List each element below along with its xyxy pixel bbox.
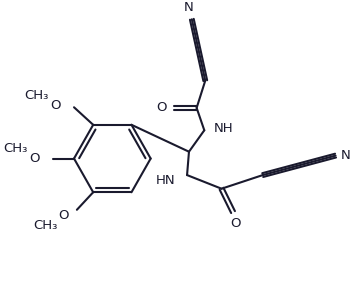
Text: O: O — [50, 99, 61, 112]
Text: N: N — [184, 1, 194, 14]
Text: CH₃: CH₃ — [4, 142, 28, 155]
Text: CH₃: CH₃ — [33, 219, 58, 232]
Text: HN: HN — [156, 175, 176, 188]
Text: NH: NH — [214, 122, 233, 135]
Text: CH₃: CH₃ — [25, 89, 49, 102]
Text: O: O — [29, 152, 40, 165]
Text: O: O — [59, 209, 69, 222]
Text: N: N — [340, 149, 350, 162]
Text: O: O — [231, 217, 241, 230]
Text: O: O — [157, 101, 167, 114]
